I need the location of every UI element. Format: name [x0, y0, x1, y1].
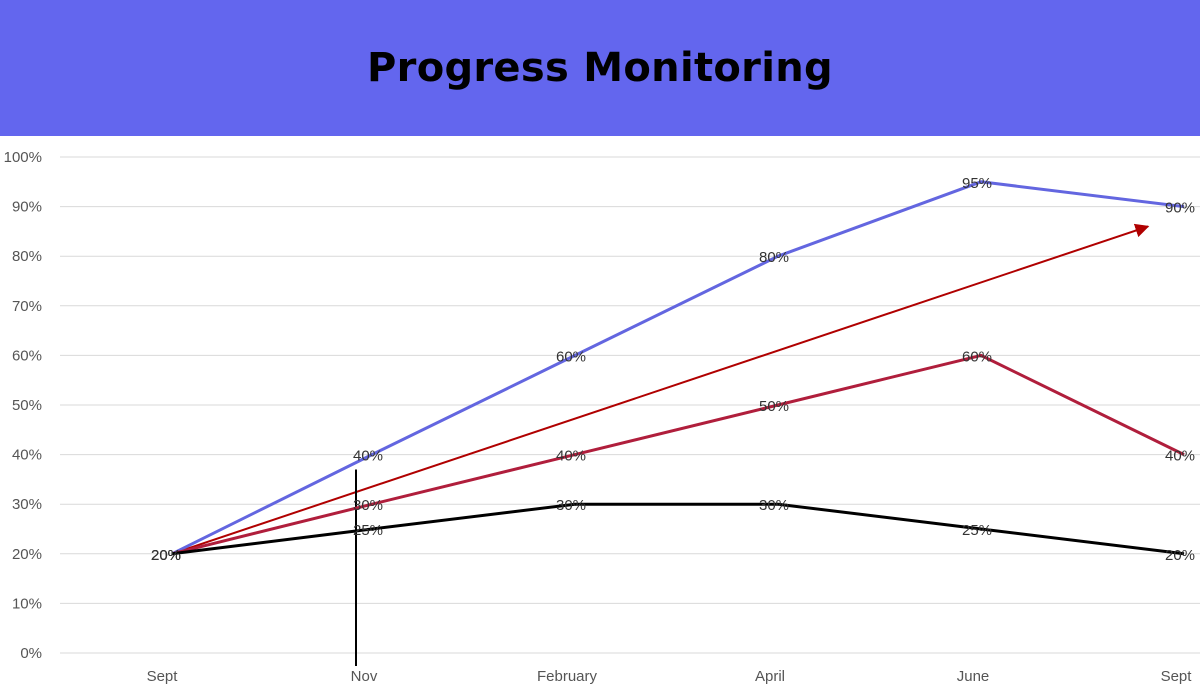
y-tick-label: 30% — [12, 496, 42, 513]
data-label: 20% — [151, 547, 181, 564]
data-label: 30% — [556, 497, 586, 514]
x-tick-label: February — [537, 668, 598, 685]
series-line-0 — [171, 180, 1185, 556]
data-label: 20% — [151, 547, 181, 564]
data-label: 60% — [962, 348, 992, 365]
y-tick-label: 70% — [12, 298, 42, 315]
page-title: Progress Monitoring — [367, 45, 833, 91]
data-labels: 20%40%60%80%95%90%20%30%40%50%60%40%20%2… — [151, 175, 1195, 564]
x-axis-ticks: Sept Nov February April June Sept — [147, 668, 1193, 685]
annotations — [171, 223, 1150, 666]
data-label: 40% — [556, 448, 586, 465]
data-label: 30% — [759, 497, 789, 514]
y-tick-label: 100% — [4, 149, 42, 166]
data-label: 40% — [1165, 448, 1195, 465]
series-lines — [171, 180, 1185, 556]
goal-aim-line — [171, 223, 1150, 555]
gridlines — [60, 156, 1200, 654]
data-label: 40% — [353, 448, 383, 465]
data-label: 95% — [962, 175, 992, 192]
y-tick-label: 60% — [12, 347, 42, 364]
x-tick-label: Nov — [351, 668, 378, 685]
y-tick-label: 20% — [12, 546, 42, 563]
y-tick-label: 40% — [12, 447, 42, 464]
data-label: 25% — [962, 522, 992, 539]
x-tick-label: June — [957, 668, 990, 685]
data-label: 60% — [556, 348, 586, 365]
y-tick-label: 0% — [20, 645, 42, 662]
y-tick-label: 10% — [12, 595, 42, 612]
series-line-1 — [171, 353, 1185, 556]
data-label: 25% — [353, 522, 383, 539]
data-label: 20% — [151, 547, 181, 564]
series-line-2 — [171, 502, 1185, 556]
data-label: 20% — [1165, 547, 1195, 564]
data-label: 80% — [759, 249, 789, 266]
data-label: 30% — [353, 497, 383, 514]
header-banner: Progress Monitoring — [0, 0, 1200, 136]
data-label: 90% — [1165, 200, 1195, 217]
y-axis-ticks: 0% 10% 20% 30% 40% 50% 60% 70% 80% 90% 100% — [4, 149, 42, 662]
data-label: 50% — [759, 398, 789, 415]
x-tick-label: April — [755, 668, 785, 685]
y-tick-label: 90% — [12, 199, 42, 216]
y-tick-label: 50% — [12, 397, 42, 414]
progress-line-chart: 0% 10% 20% 30% 40% 50% 60% 70% 80% 90% 100% Sept No… — [4, 149, 1200, 685]
y-tick-label: 80% — [12, 248, 42, 265]
x-tick-label: Sept — [147, 668, 179, 685]
x-tick-label: Sept — [1161, 668, 1193, 685]
